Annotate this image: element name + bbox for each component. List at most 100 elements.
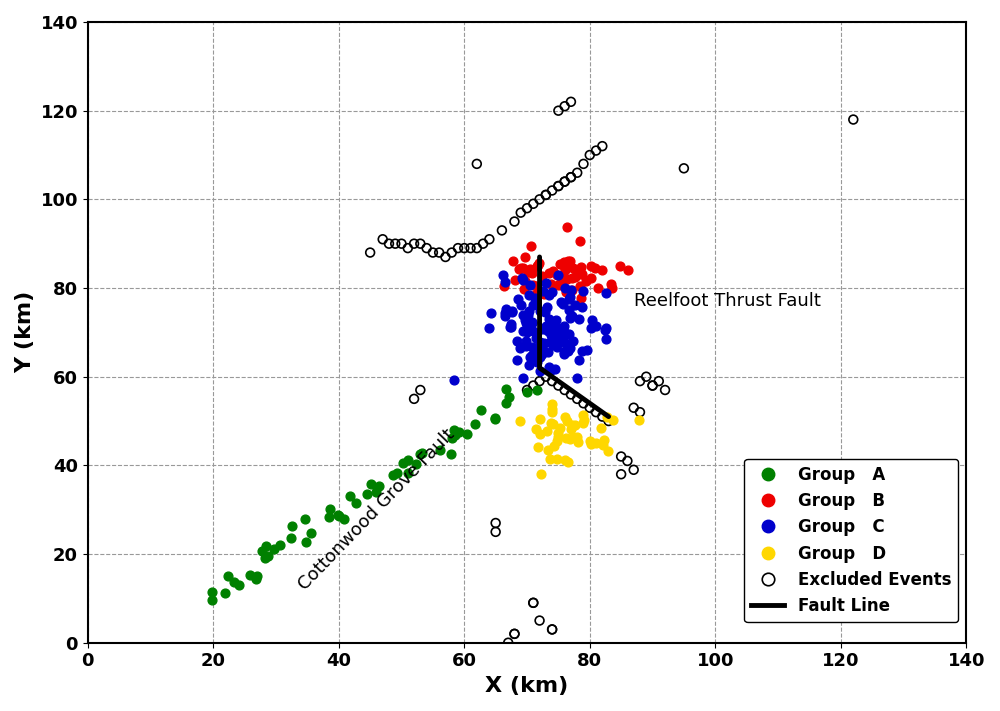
- Point: [564, 310, 580, 321]
- Point: [513, 207, 529, 218]
- Point: [520, 267, 536, 278]
- Point: [511, 263, 527, 274]
- Point: [567, 419, 583, 431]
- Point: [368, 486, 384, 498]
- Point: [500, 637, 516, 648]
- Point: [217, 587, 233, 599]
- Point: [553, 279, 569, 291]
- Point: [555, 299, 571, 310]
- Point: [481, 323, 497, 334]
- Point: [563, 389, 579, 400]
- Point: [447, 429, 463, 440]
- Point: [473, 405, 489, 416]
- Point: [563, 284, 579, 296]
- Point: [557, 454, 573, 465]
- Point: [575, 397, 591, 409]
- Point: [371, 480, 387, 491]
- Point: [557, 176, 573, 187]
- Point: [496, 280, 512, 292]
- Point: [544, 404, 560, 415]
- Point: [560, 456, 576, 468]
- Point: [525, 380, 541, 391]
- Point: [524, 317, 540, 328]
- Point: [509, 354, 525, 365]
- Point: [543, 278, 559, 289]
- Point: [406, 393, 422, 405]
- Point: [599, 411, 615, 422]
- Point: [538, 189, 554, 201]
- Point: [626, 464, 642, 476]
- Point: [569, 393, 585, 405]
- Point: [542, 336, 558, 348]
- Point: [578, 275, 594, 287]
- Point: [494, 225, 510, 236]
- Point: [576, 415, 592, 426]
- Point: [321, 511, 337, 523]
- Point: [400, 454, 416, 466]
- Point: [532, 428, 548, 439]
- Point: [521, 360, 537, 371]
- Point: [562, 343, 578, 354]
- Point: [204, 587, 220, 598]
- Point: [594, 411, 610, 422]
- Point: [284, 520, 300, 532]
- Point: [523, 240, 539, 252]
- Point: [543, 329, 559, 341]
- Point: [593, 422, 609, 434]
- Point: [488, 518, 504, 529]
- Point: [632, 407, 648, 418]
- Point: [522, 263, 538, 274]
- Point: [558, 286, 574, 297]
- Point: [594, 264, 610, 276]
- Point: [544, 624, 560, 635]
- Point: [632, 375, 648, 387]
- Point: [303, 528, 319, 539]
- Point: [588, 407, 604, 418]
- Point: [272, 540, 288, 551]
- Point: [613, 469, 629, 480]
- Point: [204, 594, 220, 606]
- Point: [596, 434, 612, 446]
- Point: [362, 247, 378, 258]
- Point: [322, 503, 338, 515]
- Point: [342, 490, 358, 501]
- Point: [530, 442, 546, 453]
- Point: [501, 391, 517, 402]
- Point: [557, 282, 573, 294]
- Point: [560, 345, 576, 356]
- Point: [620, 264, 636, 276]
- Point: [595, 439, 611, 451]
- Point: [363, 479, 379, 490]
- Point: [527, 289, 543, 301]
- Point: [541, 267, 557, 279]
- Point: [519, 310, 535, 321]
- Point: [645, 380, 661, 391]
- Point: [524, 317, 540, 328]
- Point: [567, 299, 583, 310]
- Point: [552, 270, 568, 282]
- Point: [528, 332, 544, 343]
- Point: [412, 448, 428, 459]
- Point: [583, 439, 599, 450]
- Point: [556, 347, 572, 358]
- Point: [517, 275, 533, 287]
- Point: [348, 498, 364, 509]
- Point: [567, 272, 583, 283]
- Point: [676, 163, 692, 174]
- Point: [528, 280, 544, 292]
- Point: [507, 274, 523, 286]
- Point: [505, 255, 521, 267]
- Text: Reelfoot Thrust Fault: Reelfoot Thrust Fault: [634, 292, 821, 310]
- Point: [563, 423, 579, 434]
- Point: [519, 203, 535, 214]
- Point: [469, 242, 485, 254]
- Point: [573, 261, 589, 272]
- Point: [532, 615, 548, 626]
- Point: [598, 333, 614, 345]
- Point: [575, 410, 591, 421]
- Point: [582, 149, 598, 161]
- Point: [564, 284, 580, 296]
- Point: [538, 189, 554, 201]
- Point: [521, 289, 537, 301]
- Point: [536, 288, 552, 299]
